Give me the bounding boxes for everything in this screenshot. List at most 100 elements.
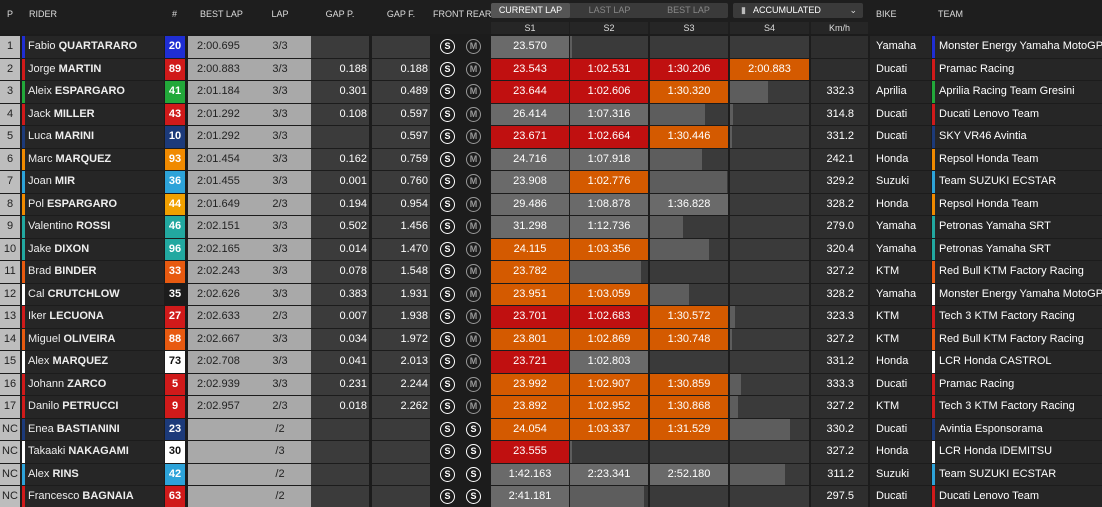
table-row[interactable]: 11 Brad BINDER 33 2:02.243 3/3 0.078 1.548 S M 23… (0, 261, 1102, 284)
sector-2-cell: 1:02.683 (570, 306, 648, 328)
table-row[interactable]: 16 Johann ZARCO 5 2:02.939 3/3 0.231 2.244 S M 23… (0, 373, 1102, 397)
front-tyre-soft-icon: S (440, 219, 455, 234)
table-row[interactable]: 17 Danilo PETRUCCI 9 2:02.957 2/3 0.018 2.262 S… (0, 396, 1102, 419)
rider-cell[interactable]: Brad BINDER (22, 261, 164, 283)
bike-cell: Ducati (870, 103, 931, 125)
rider-cell[interactable]: Cal CRUTCHLOW (22, 283, 164, 305)
table-row[interactable]: 12 Cal CRUTCHLOW 35 2:02.626 3/3 0.383 1.931 S M… (0, 283, 1102, 307)
sector-1-cell: 2:41.181 (491, 486, 569, 507)
sector-3-cell (650, 148, 728, 170)
rider-cell[interactable]: Danilo PETRUCCI (22, 396, 164, 418)
table-row[interactable]: 3 Aleix ESPARGARO 41 2:01.184 3/3 0.301 0.489 S… (0, 81, 1102, 104)
team-name: Repsol Honda Team (939, 152, 1039, 165)
rider-cell[interactable]: Pol ESPARGARO (22, 193, 164, 215)
rider-cell[interactable]: Enea BASTIANINI (22, 418, 164, 440)
position-cell: 12 (0, 283, 20, 305)
speed-cell: 333.3 (811, 373, 868, 395)
table-row[interactable]: 10 Jake DIXON 96 2:02.165 3/3 0.014 1.470 S M 24.… (0, 238, 1102, 262)
rider-color-stripe (22, 418, 25, 440)
position-cell: 10 (0, 238, 20, 260)
rider-cell[interactable]: Alex MARQUEZ (22, 351, 164, 373)
rider-cell[interactable]: Miguel OLIVEIRA (22, 328, 164, 350)
rider-color-stripe (22, 328, 25, 350)
rider-number: 96 (165, 238, 185, 260)
tab-last-lap[interactable]: LAST LAP (588, 5, 631, 15)
table-row[interactable]: NC Takaaki NAKAGAMI 30/3 S S 23.555 327.2 Honda… (0, 441, 1102, 464)
bike-cell: Honda (870, 351, 931, 373)
table-row[interactable]: 7 Joan MIR 36 2:01.455 3/3 0.001 0.760 S M 23.908… (0, 171, 1102, 194)
lap-cell: 3/3 (249, 126, 311, 148)
sector-1-cell: 23.570 (491, 36, 569, 58)
sector-4-cell (730, 148, 809, 170)
rider-cell[interactable]: Valentino ROSSI (22, 216, 164, 238)
rider-cell[interactable]: Joan MIR (22, 171, 164, 193)
bike-cell: Honda (870, 441, 931, 463)
rider-cell[interactable]: Francesco BAGNAIA (22, 486, 164, 507)
rider-cell[interactable]: Jack MILLER (22, 103, 164, 125)
rider-number: 9 (165, 396, 185, 418)
team-cell: Team SUZUKI ECSTAR (932, 463, 1102, 485)
bar-chart-icon: ▮ (741, 5, 746, 15)
lap-cell: 3/3 (249, 351, 311, 373)
rider-color-stripe (22, 463, 25, 485)
sector-3-cell (650, 441, 728, 463)
rider-cell[interactable]: Johann ZARCO (22, 373, 164, 395)
tab-best-lap[interactable]: BEST LAP (667, 5, 710, 15)
rider-first-name: Takaaki (28, 445, 66, 457)
rider-cell[interactable]: Alex RINS (22, 463, 164, 485)
sector-3-cell (650, 171, 728, 193)
sector-time: 1:02.776 (587, 175, 631, 187)
table-row[interactable]: 8 Pol ESPARGARO 44 2:01.649 2/3 0.194 0.954 S M 2… (0, 193, 1102, 217)
rider-color-stripe (22, 441, 25, 463)
header-rider: RIDER (29, 9, 58, 19)
sector-3-cell (650, 486, 728, 507)
gap-first-cell: 0.760 (372, 171, 430, 193)
table-row[interactable]: 2 Jorge MARTIN 89 2:00.883 3/3 0.188 0.188 S M 23… (0, 58, 1102, 82)
sector-time: 1:42.163 (508, 467, 552, 480)
rider-cell[interactable]: Jorge MARTIN (22, 58, 164, 80)
sector-time: 24.115 (513, 242, 547, 255)
sector-time: 24.054 (513, 422, 547, 435)
table-row[interactable]: 4 Jack MILLER 43 2:01.292 3/3 0.108 0.597 S M 26.… (0, 103, 1102, 127)
rider-cell[interactable]: Luca MARINI (22, 126, 164, 148)
gap-first-cell: 1.938 (372, 306, 430, 328)
table-row[interactable]: 6 Marc MARQUEZ 93 2:01.454 3/3 0.162 0.759 S M 24… (0, 148, 1102, 172)
team-color-stripe (932, 351, 935, 373)
speed-cell: 331.2 (811, 351, 868, 373)
rider-cell[interactable]: Fabio QUARTARARO (22, 36, 164, 58)
team-name: Petronas Yamaha SRT (939, 242, 1051, 255)
table-row[interactable]: 5 Luca MARINI 10 2:01.292 3/3 0.597 S M 23.671 1:… (0, 126, 1102, 149)
header-team: TEAM (938, 9, 964, 19)
table-row[interactable]: 13 Iker LECUONA 27 2:02.633 2/3 0.007 1.938 S M 2… (0, 306, 1102, 329)
team-color-stripe (932, 103, 935, 125)
front-tyre-soft-icon: S (440, 331, 455, 347)
rider-number: 93 (165, 148, 185, 170)
rider-cell[interactable]: Iker LECUONA (22, 306, 164, 328)
speed-cell (811, 36, 868, 58)
rider-cell[interactable]: Marc MARQUEZ (22, 148, 164, 170)
bike-cell: Ducati (870, 486, 931, 507)
team-cell: Tech 3 KTM Factory Racing (932, 306, 1102, 328)
view-select[interactable]: ▮ ACCUMULATED ⌄ (733, 3, 863, 18)
table-row[interactable]: NC Enea BASTIANINI 23/2 S S 24.054 1:03.337 1:3… (0, 418, 1102, 442)
speed-cell: 327.2 (811, 261, 868, 283)
table-row[interactable]: NC Alex RINS 42/2 S S 1:42.163 2:23.341 2:52.18… (0, 463, 1102, 487)
rider-cell[interactable]: Jake DIXON (22, 238, 164, 260)
table-row[interactable]: 9 Valentino ROSSI 46 2:02.151 3/3 0.502 1.456 S… (0, 216, 1102, 239)
rider-first-name: Marc (28, 152, 53, 165)
position-cell: 4 (0, 103, 20, 125)
sector-progress-bar (650, 103, 705, 125)
sector-time: 2:52.180 (667, 467, 711, 480)
sector-2-cell: 1:03.356 (570, 238, 648, 260)
table-row[interactable]: 15 Alex MARQUEZ 73 2:02.708 3/3 0.041 2.013 S M 2… (0, 351, 1102, 374)
team-color-stripe (932, 283, 935, 305)
table-header: P RIDER # BEST LAP LAP GAP P. GAP F. FRO… (0, 0, 1102, 34)
sector-progress-bar (730, 463, 786, 485)
tab-current-lap[interactable]: CURRENT LAP (491, 3, 570, 18)
rider-cell[interactable]: Takaaki NAKAGAMI (22, 441, 164, 463)
table-row[interactable]: NC Francesco BAGNAIA 63/2 S S 2:41.181 297.5 Du… (0, 486, 1102, 507)
team-name: Pramac Racing (939, 62, 1015, 75)
table-row[interactable]: 1 Fabio QUARTARARO 20 2:00.695 3/3 S M 23.570 Ya… (0, 36, 1102, 59)
rider-cell[interactable]: Aleix ESPARGARO (22, 81, 164, 103)
table-row[interactable]: 14 Miguel OLIVEIRA 88 2:02.667 3/3 0.034 1.972… (0, 328, 1102, 352)
